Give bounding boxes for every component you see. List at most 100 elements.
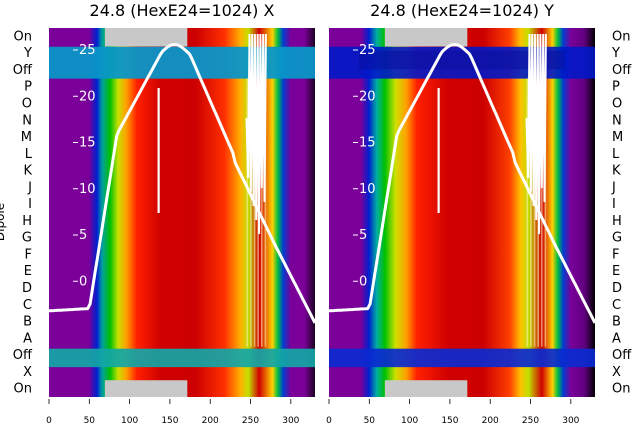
heatmap-row — [49, 111, 315, 130]
off-band-upper — [49, 46, 315, 79]
row-label: On — [612, 29, 630, 44]
row-label: I — [612, 197, 616, 212]
row-label: O — [612, 96, 622, 111]
overlay-tick-label: 5 — [359, 228, 367, 243]
row-label: Off — [612, 63, 632, 78]
x-tick-label: 200 — [202, 416, 219, 426]
overlay-spikes — [525, 33, 547, 235]
on-row-blank — [104, 28, 188, 47]
row-label: O — [22, 96, 32, 111]
heatmap-row — [329, 363, 595, 381]
heatmap-row — [329, 212, 595, 230]
x-tick-label: 150 — [441, 416, 458, 426]
heatmap-row — [49, 212, 315, 230]
heatmap-row — [329, 329, 595, 348]
row-label: P — [612, 80, 620, 95]
row-label: E — [24, 264, 32, 279]
row-label: A — [23, 331, 32, 346]
row-label: Off — [13, 348, 33, 363]
x-tick-label: 150 — [161, 416, 178, 426]
overlay-curve — [329, 43, 595, 324]
heatmap-panel-x: 25 20 15 10 5 0 — [49, 28, 315, 397]
row-label: E — [612, 264, 620, 279]
heatmap-row — [329, 111, 595, 130]
heatmap-row — [49, 313, 315, 331]
row-label: F — [612, 247, 619, 262]
heatmap-row — [329, 313, 595, 331]
x-tick-label: 0 — [326, 416, 332, 426]
streak-line — [533, 78, 536, 347]
overlay-tick-label: 10 — [359, 182, 376, 197]
heatmap-row — [329, 296, 595, 314]
heatmap-row — [329, 195, 595, 214]
row-label: J — [611, 180, 616, 195]
row-label: K — [23, 164, 32, 179]
streak-line — [540, 78, 543, 347]
row-label: X — [612, 365, 621, 380]
row-label: G — [22, 231, 32, 246]
streak-line — [253, 78, 256, 347]
streak-line — [526, 78, 529, 347]
row-label: F — [25, 247, 32, 262]
overlay-tick-label: 10 — [79, 182, 96, 197]
row-label: On — [14, 29, 32, 44]
overlay-tick-label: 5 — [79, 228, 87, 243]
heatmap-panel-y: 25 20 15 10 5 0 — [329, 28, 595, 397]
row-label: C — [23, 298, 32, 313]
row-label: Off — [13, 63, 33, 78]
off-band-lower — [49, 348, 315, 368]
heatmap-row — [49, 229, 315, 247]
row-label: On — [14, 382, 32, 397]
row-label: N — [22, 113, 32, 128]
row-label: A — [612, 331, 621, 346]
row-label: I — [28, 197, 32, 212]
streak-line — [264, 78, 267, 347]
row-label: C — [612, 298, 621, 313]
row-label: J — [27, 180, 32, 195]
axis-labels-layer: 24.8 (HexE24=1024) XOnYOffPONMLKJIHGFEDC… — [0, 1, 632, 426]
x-tick-label: 0 — [46, 416, 52, 426]
heatmap-row — [49, 162, 315, 180]
streak-line — [544, 78, 547, 347]
heatmap-row — [49, 296, 315, 314]
heatmap-row — [329, 229, 595, 247]
overlay-tick-label: 15 — [79, 136, 96, 151]
x-tick-label: 100 — [401, 416, 418, 426]
row-label: D — [22, 281, 32, 296]
heatmap-row — [49, 262, 315, 281]
streak-line — [260, 78, 263, 347]
heatmap-row — [329, 279, 595, 297]
x-tick-label: 300 — [562, 416, 579, 426]
streak-line — [250, 78, 252, 347]
overlay-tick-label: 0 — [79, 274, 87, 289]
row-label: H — [22, 214, 32, 229]
heatmap-row — [49, 246, 315, 264]
streak-line — [530, 78, 532, 347]
row-label: N — [612, 113, 622, 128]
off-band-lower — [329, 348, 595, 368]
x-tick-label: 100 — [121, 416, 138, 426]
row-label: H — [612, 214, 622, 229]
row-label: L — [612, 147, 620, 162]
row-label: Off — [612, 348, 632, 363]
heatmap-row — [49, 279, 315, 297]
row-label: Y — [23, 46, 32, 61]
overlay-spikes — [245, 33, 267, 235]
streak-line — [246, 78, 249, 347]
overlay-tick-label: 20 — [79, 89, 96, 104]
x-tick-label: 250 — [242, 416, 259, 426]
row-label: M — [21, 130, 32, 145]
y-axis-label: Dipole — [0, 203, 7, 241]
row-label: On — [612, 382, 630, 397]
on-row-blank — [104, 380, 188, 397]
row-label: K — [612, 164, 621, 179]
chart-title: 24.8 (HexE24=1024) Y — [370, 1, 554, 20]
chart-title: 24.8 (HexE24=1024) X — [90, 1, 275, 20]
row-label: M — [612, 130, 623, 145]
overlay-tick-label: 0 — [359, 274, 367, 289]
x-tick-label: 50 — [84, 416, 96, 426]
row-label: L — [25, 147, 33, 162]
on-row-blank — [384, 380, 468, 397]
overlay-tick-label: 25 — [359, 43, 376, 58]
